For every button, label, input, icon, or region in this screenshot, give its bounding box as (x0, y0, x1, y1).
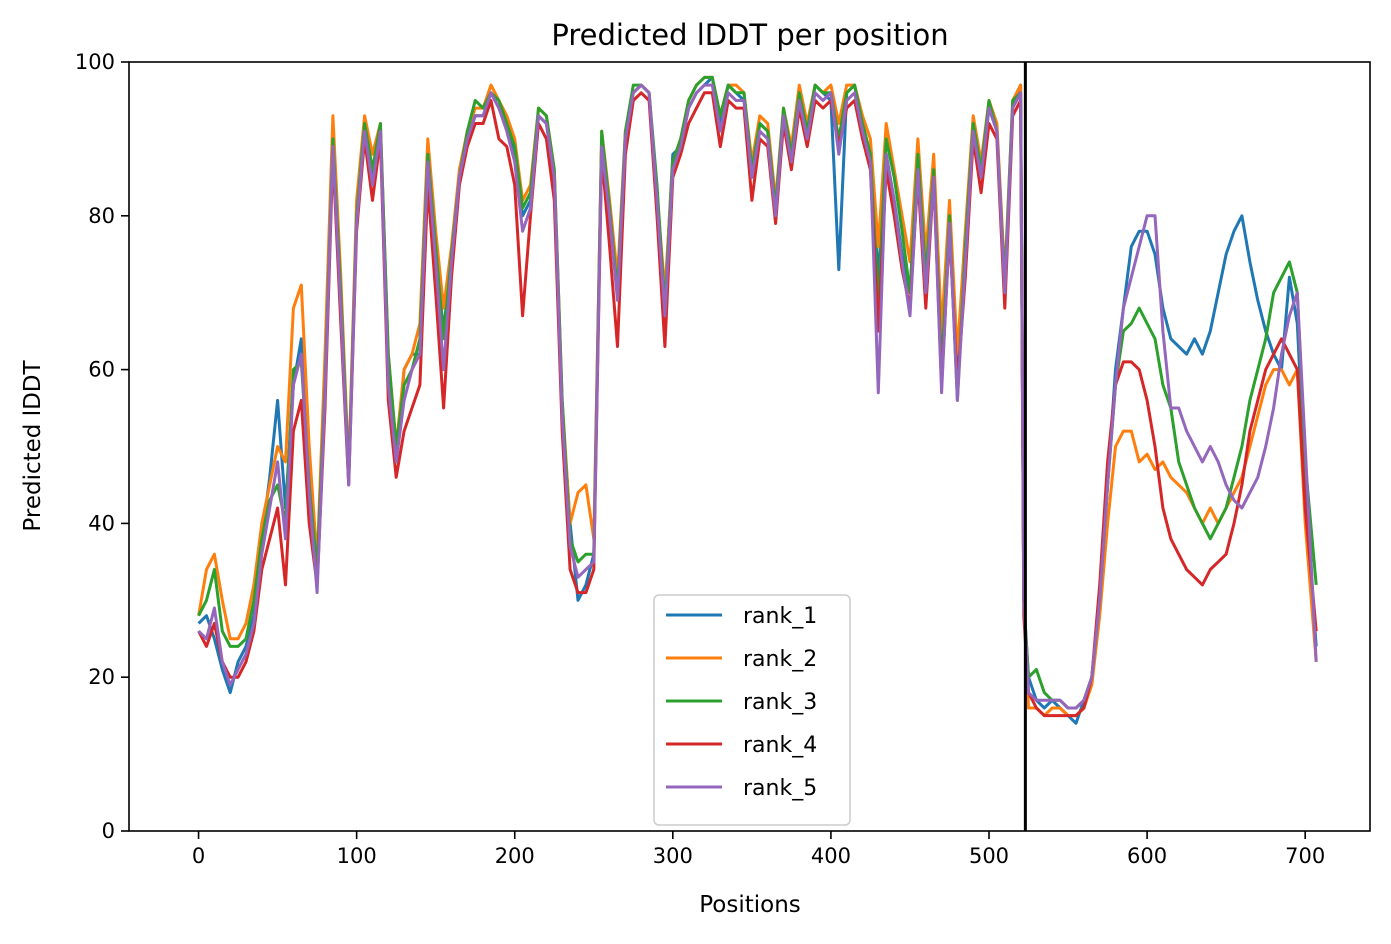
x-tick-label: 100 (337, 844, 377, 868)
series-line-rank-5 (197, 83, 1318, 710)
x-tick-label: 500 (969, 844, 1009, 868)
y-tick-label: 40 (88, 511, 115, 535)
x-axis: 0 100 200 300 400 500 600 700 (192, 831, 1325, 868)
x-tick-label: 400 (811, 844, 851, 868)
axes-frame (128, 61, 1371, 832)
y-axis: 0 20 40 60 80 100 (75, 50, 129, 843)
chart-title: Predicted lDDT per position (551, 18, 948, 52)
plot-area (197, 62, 1318, 831)
x-tick-label: 700 (1285, 844, 1325, 868)
legend: rank_1 rank_2 rank_3 rank_4 rank_5 (653, 594, 851, 826)
y-tick-label: 0 (102, 819, 115, 843)
y-tick-label: 20 (88, 665, 115, 689)
legend-label: rank_4 (743, 733, 817, 758)
legend-box (653, 594, 851, 826)
y-tick-label: 100 (75, 50, 115, 74)
x-tick-label: 300 (653, 844, 693, 868)
x-tick-label: 600 (1127, 844, 1167, 868)
x-axis-label: Positions (699, 892, 801, 918)
y-tick-label: 80 (88, 204, 115, 228)
legend-label: rank_5 (743, 776, 817, 801)
y-axis-label: Predicted lDDT (20, 359, 46, 531)
legend-label: rank_3 (743, 690, 817, 715)
legend-label: rank_1 (743, 604, 817, 629)
x-tick-label: 0 (192, 844, 205, 868)
x-tick-label: 200 (495, 844, 535, 868)
y-tick-label: 60 (88, 358, 115, 382)
legend-label: rank_2 (743, 647, 817, 672)
